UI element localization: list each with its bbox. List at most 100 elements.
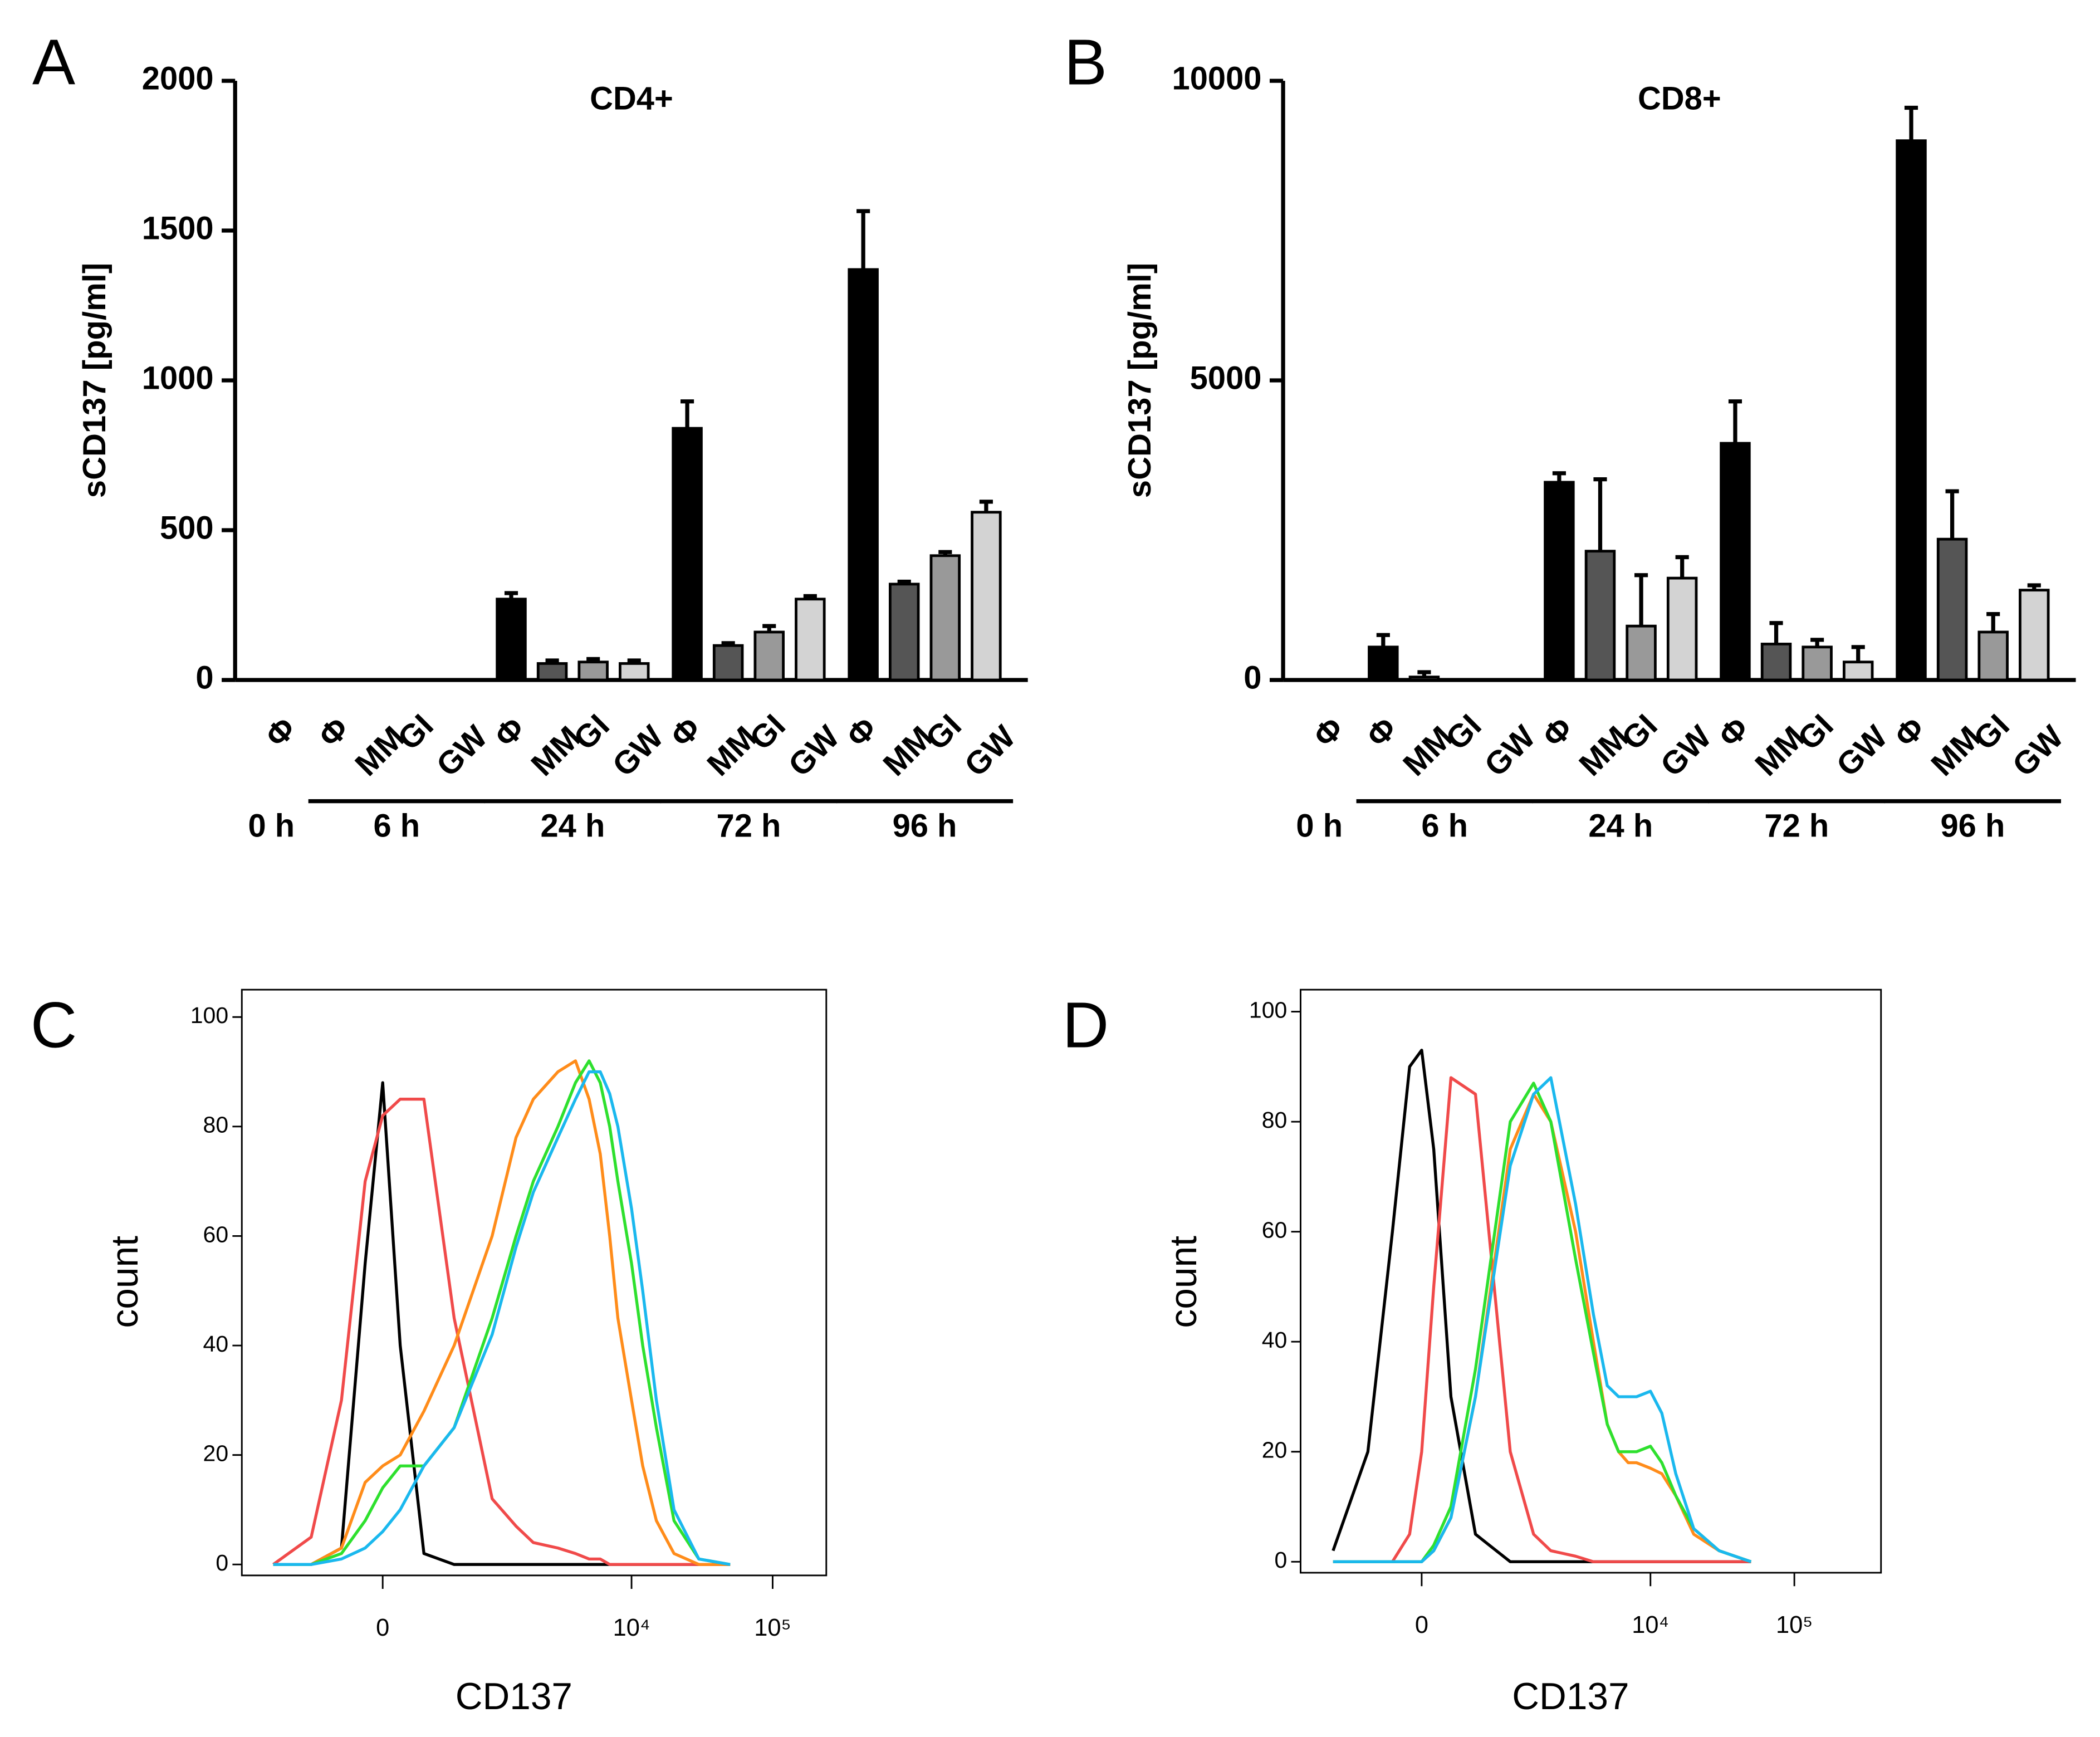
x-axis-label: CD137 [456,1676,572,1718]
histogram-line [1333,1076,1752,1563]
bar [1408,676,1440,682]
group-label: 72 h [1764,808,1829,844]
group-label: 96 h [1940,808,2005,844]
group-label: 24 h [540,808,605,844]
panel-letter: D [1063,989,1109,1061]
y-axis-label: count [1163,1236,1205,1328]
category-label: GW [606,719,670,784]
error-bar [938,550,952,556]
error-bar [897,579,911,584]
bar [1802,645,1833,682]
chart-title: CD4+ [590,81,673,117]
error-bar [1552,471,1566,482]
plot-frame [1300,989,1882,1574]
histogram-line [1333,1093,1752,1563]
chart-title: CD8+ [1638,81,1721,117]
category-label: Φ [488,711,532,755]
bar [1584,550,1616,682]
error-bar [627,658,641,664]
bar [672,427,703,682]
error-bar [504,591,518,599]
histogram-line [1332,1049,1751,1563]
bar [1760,643,1792,682]
bar [753,630,785,682]
x-tick-label: 10⁵ [1776,1612,1813,1638]
y-axis-label: sCD137 [pg/ml] [77,263,112,498]
error-bar [1634,573,1648,627]
category-label: GW [958,719,1022,784]
error-bar [1728,399,1742,444]
y-tick-label: 2000 [142,61,214,96]
y-tick-label: 40 [1262,1327,1288,1353]
y-tick-label: 20 [1262,1437,1288,1463]
category-label: Φ [840,711,884,755]
category-label: GW [430,719,495,784]
histogram-line [1333,1082,1752,1563]
y-tick-label: 0 [216,1550,228,1575]
panel-letter: A [32,26,76,98]
error-bar [1851,645,1865,662]
category-label: GW [2006,719,2070,784]
y-tick-label: 0 [195,660,213,696]
group-label: 0 h [248,808,295,844]
histogram-line [272,1098,731,1566]
category-label: Φ [1536,711,1580,755]
y-axis-label: sCD137 [pg/ml] [1122,263,1158,498]
error-bar [721,641,735,646]
y-tick-label: 5000 [1190,360,1262,396]
error-bar [856,209,870,270]
category-label: Φ [1888,711,1932,755]
bar [1936,537,1968,682]
panel-letter: B [1064,26,1107,98]
group-label: 6 h [1421,808,1468,844]
category-label: Φ [664,711,708,755]
category-label: Φ [1360,711,1404,755]
bar [712,644,744,682]
bar [971,511,1002,682]
y-axis-label: count [104,1236,146,1328]
group-label: 72 h [717,808,781,844]
y-tick-label: 80 [203,1112,229,1138]
category-label: Φ [1712,711,1756,755]
y-tick-label: 1500 [142,211,214,246]
bar [1544,481,1575,682]
y-tick-label: 500 [160,510,214,546]
error-bar [1904,105,1918,141]
category-label: Φ [312,711,356,755]
category-label: GW [1654,719,1719,784]
histogram-line [273,1070,731,1566]
error-bar [1810,638,1824,647]
panel-letter: C [31,989,77,1061]
bar [619,662,650,682]
bar [929,554,961,682]
y-tick-label: 100 [190,1002,228,1028]
error-bar [1675,555,1689,579]
error-bar [1986,612,2000,632]
bar [496,598,527,682]
category-label: Φ [259,711,303,755]
error-bar [979,500,993,512]
y-tick-label: 20 [203,1440,229,1466]
x-tick-label: 0 [376,1614,389,1641]
x-axis-label: CD137 [1512,1676,1629,1718]
bar [536,662,568,682]
y-tick-label: 80 [1262,1107,1288,1133]
group-label: 96 h [893,808,957,844]
y-tick-label: 60 [203,1221,229,1247]
y-tick-label: 1000 [142,360,214,396]
x-tick-label: 0 [1415,1612,1428,1638]
bar [888,583,920,682]
histogram-line [273,1059,731,1566]
error-bar [1376,633,1390,647]
y-tick-label: 40 [203,1331,229,1357]
bar [1720,442,1751,682]
category-label: GW [1830,719,1895,784]
group-label: 24 h [1588,808,1653,844]
x-tick-label: 10⁴ [1632,1612,1669,1638]
category-label: Φ [1307,711,1351,755]
y-tick-label: 10000 [1172,61,1262,96]
histogram-line [273,1081,731,1566]
y-tick-label: 60 [1262,1217,1288,1242]
y-tick-label: 100 [1249,997,1287,1022]
